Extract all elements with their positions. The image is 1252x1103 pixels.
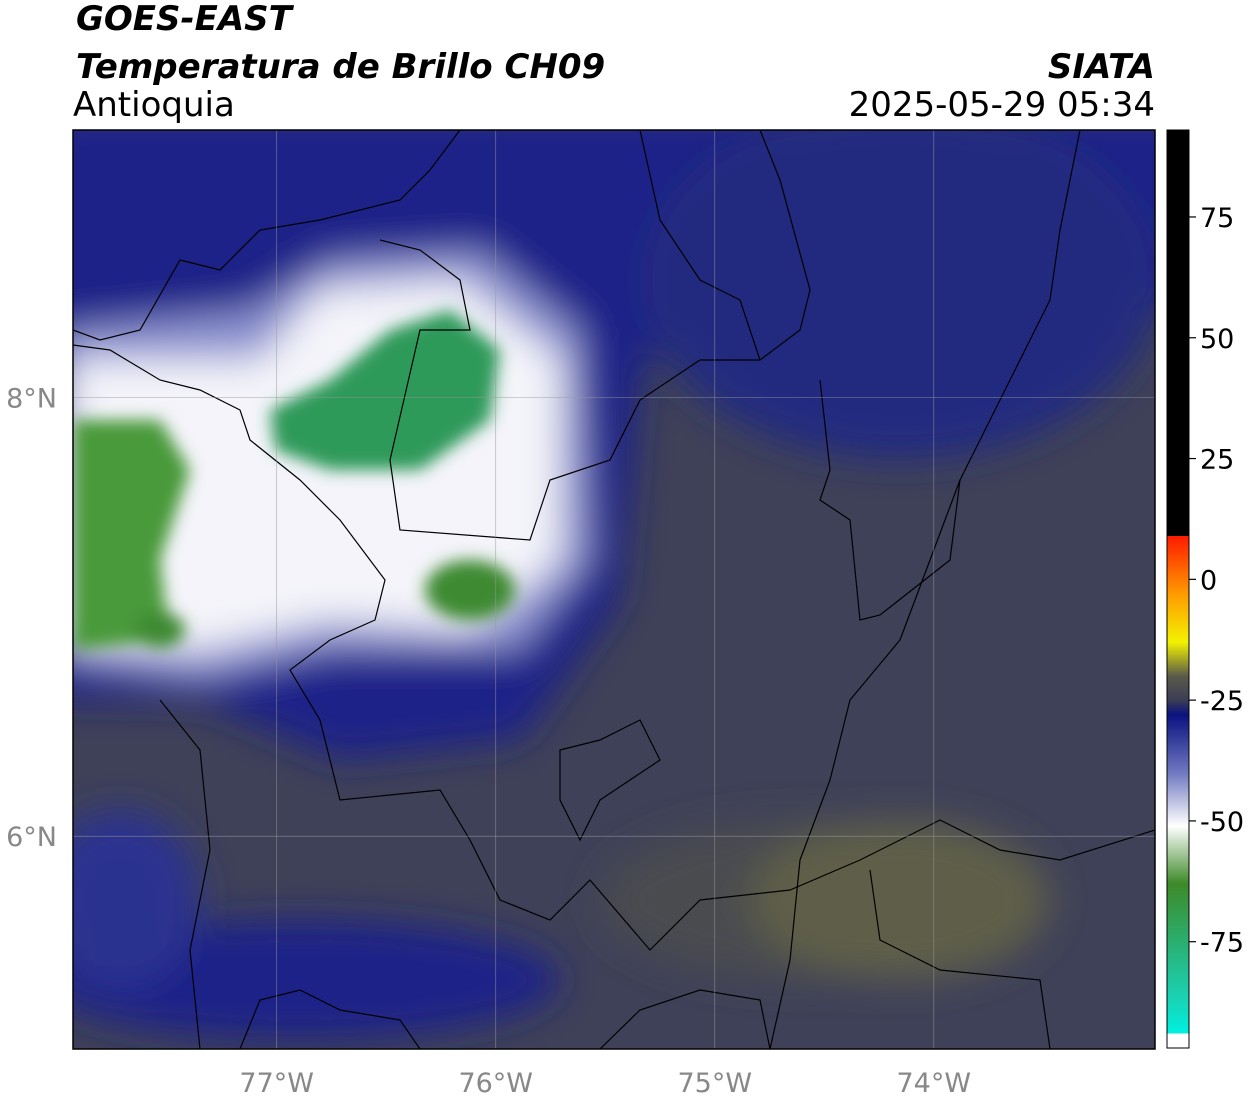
- region: Antioquia: [73, 85, 235, 125]
- colorbar-tick-label: 75: [1200, 203, 1234, 234]
- satellite-image: [73, 130, 1155, 1049]
- colorbar-tick-label: -50: [1200, 807, 1244, 838]
- map-frame: [72, 129, 1156, 1050]
- source: SIATA: [1048, 47, 1155, 87]
- colorbar-tick-label: -75: [1200, 928, 1244, 959]
- colorbar-tick-label: 0: [1200, 565, 1217, 596]
- graticule: [73, 130, 1155, 1049]
- colorbar-tick-label: 50: [1200, 324, 1234, 355]
- y-tick-label: 6°N: [6, 822, 57, 853]
- colorbar-axis: 75 50 25 0 -25 -50 -75: [1189, 203, 1244, 959]
- timestamp: 2025-05-29 05:34: [849, 85, 1155, 125]
- subtitle: Temperatura de Brillo CH09: [76, 47, 605, 87]
- colorbar-tick-label: -25: [1200, 686, 1244, 717]
- x-tick-label: 77°W: [239, 1068, 314, 1099]
- x-tick-label: 76°W: [458, 1068, 533, 1099]
- colorbar-tick-label: 25: [1200, 445, 1234, 476]
- y-tick-label: 8°N: [6, 384, 57, 415]
- x-tick-label: 75°W: [677, 1068, 752, 1099]
- title: GOES-EAST: [76, 0, 295, 39]
- colorbar: [1166, 129, 1190, 1049]
- x-tick-label: 74°W: [897, 1068, 972, 1099]
